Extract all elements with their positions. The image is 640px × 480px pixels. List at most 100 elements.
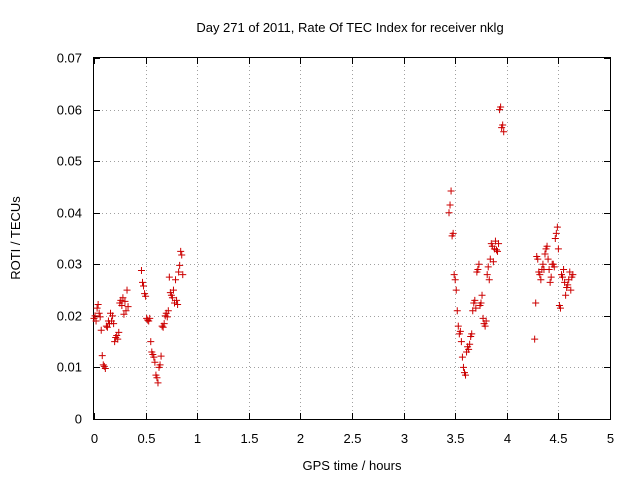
data-point-marker (543, 242, 551, 250)
data-point-marker (499, 121, 507, 129)
data-point-marker (94, 301, 102, 309)
y-tick-label: 0.01 (57, 360, 82, 375)
data-point-marker (482, 317, 490, 325)
x-tick-label: 1.5 (240, 431, 258, 446)
data-point-marker (483, 271, 491, 279)
data-point-marker (122, 307, 130, 315)
data-point-marker (142, 292, 150, 300)
data-point-marker (101, 364, 109, 372)
data-point-marker (471, 296, 479, 304)
data-point-marker (547, 273, 555, 281)
data-point-marker (495, 240, 503, 248)
data-point-marker (147, 338, 155, 346)
data-point-marker (449, 229, 457, 237)
data-point-marker (97, 326, 105, 334)
x-tick-label: 3 (401, 431, 408, 446)
data-point-marker (91, 312, 99, 320)
x-tick-label: 2.5 (343, 431, 361, 446)
data-point-marker (137, 266, 145, 274)
data-point-marker (446, 201, 454, 209)
data-point-marker (546, 278, 554, 286)
data-point-marker (458, 353, 466, 361)
data-point-marker (150, 353, 158, 361)
data-point-marker (475, 260, 483, 268)
data-point-marker (564, 281, 572, 289)
data-point-marker (153, 374, 161, 382)
data-point-marker (567, 286, 575, 294)
y-axis-label: ROTI / TECUs (8, 196, 23, 280)
data-point-marker (451, 276, 459, 284)
data-point-marker (478, 291, 486, 299)
y-tick-label: 0.05 (57, 154, 82, 169)
plot-frame (93, 57, 611, 420)
data-point-marker (93, 304, 101, 312)
data-point-marker (178, 251, 186, 259)
data-point-marker (457, 338, 465, 346)
data-point-marker (179, 271, 187, 279)
data-point-marker (151, 358, 159, 366)
data-point-marker (115, 328, 123, 336)
data-point-marker (114, 335, 122, 343)
data-point-marker (545, 265, 553, 273)
x-tick-label: 1 (194, 431, 201, 446)
data-point-marker (532, 299, 540, 307)
grid-lines (94, 58, 610, 419)
data-point-marker (453, 307, 461, 315)
y-tick-label: 0.07 (57, 51, 82, 66)
x-tick-label: 4.5 (549, 431, 567, 446)
data-point-marker (552, 229, 560, 237)
data-point-marker (160, 320, 168, 328)
data-point-marker (456, 327, 464, 335)
y-tick-label: 0.06 (57, 103, 82, 118)
data-point-marker (159, 323, 167, 331)
x-tick-label: 0.5 (137, 431, 155, 446)
data-point-marker (118, 302, 126, 310)
data-point-marker (176, 261, 184, 269)
data-point-marker (95, 309, 103, 317)
data-point-marker (99, 361, 107, 369)
data-point-marker (154, 379, 162, 387)
data-point-marker (539, 260, 547, 268)
data-point-marker (553, 223, 561, 231)
data-point-marker (454, 322, 462, 330)
data-point-marker (466, 340, 474, 348)
data-point-marker (157, 352, 165, 360)
x-tick-label: 4 (504, 431, 511, 446)
data-point-marker (485, 276, 493, 284)
data-point-marker (172, 276, 180, 284)
data-point-marker (465, 345, 473, 353)
data-point-marker (164, 307, 172, 315)
data-point-marker (447, 187, 455, 195)
data-point-marker (569, 271, 577, 279)
data-point-marker (165, 273, 173, 281)
data-point-marker (140, 282, 148, 290)
data-point-marker (120, 310, 128, 318)
y-tick-label: 0.04 (57, 206, 82, 221)
chart-title: Day 271 of 2011, Rate Of TEC Index for r… (196, 20, 503, 35)
x-tick-label: 5 (607, 431, 614, 446)
data-point-marker (175, 268, 183, 276)
axis-ticks: 0 0.5 1 1.5 2 2.5 3 3.5 4 4.5 5 0 0.01 0.02 0.03 0.04 0.… (57, 51, 614, 447)
data-point-marker (562, 291, 570, 299)
data-point-marker (445, 209, 453, 217)
data-point-marker (146, 314, 154, 322)
y-tick-label: 0 (75, 412, 82, 427)
data-point-marker (124, 303, 132, 311)
data-point-marker (121, 297, 129, 305)
x-tick-label: 3.5 (446, 431, 464, 446)
data-point-marker (492, 246, 500, 254)
x-axis-label: GPS time / hours (303, 458, 402, 473)
data-point-marker (477, 299, 485, 307)
data-point-marker (119, 294, 127, 302)
data-point-marker (92, 317, 100, 325)
data-point-marker (541, 250, 549, 258)
data-point-marker (481, 322, 489, 330)
x-tick-label: 0 (91, 431, 98, 446)
data-point-marker (537, 276, 545, 284)
data-point-marker (177, 247, 185, 255)
data-point-marker (551, 235, 559, 242)
data-point-marker (534, 255, 542, 263)
data-points (90, 103, 577, 387)
data-point-marker (494, 247, 502, 255)
